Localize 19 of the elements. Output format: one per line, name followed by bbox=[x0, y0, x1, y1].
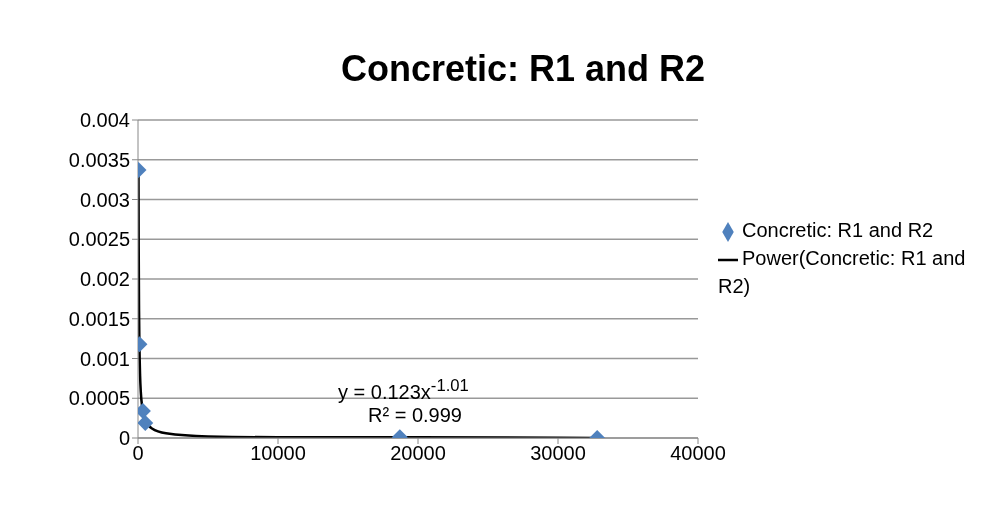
x-tick-label: 0 bbox=[132, 442, 144, 465]
x-tick-label: 40000 bbox=[670, 442, 726, 465]
y-tick-label: 0.0025 bbox=[68, 228, 130, 251]
annotation: R² = 0.999 bbox=[368, 404, 462, 427]
y-tick-label: 0.004 bbox=[79, 109, 130, 132]
x-tick-label: 20000 bbox=[390, 442, 446, 465]
chart-title: Concretic: R1 and R2 bbox=[339, 48, 707, 90]
y-tick-label: 0.003 bbox=[79, 188, 130, 211]
y-tick-label: 0.0035 bbox=[68, 148, 130, 171]
legend-label: Concretic: R1 and R2 bbox=[742, 219, 934, 241]
y-tick-label: 0.002 bbox=[79, 268, 130, 291]
y-tick-label: 0.001 bbox=[79, 347, 130, 370]
x-tick-label: 30000 bbox=[530, 442, 586, 465]
y-tick-label: 0.0015 bbox=[68, 307, 130, 330]
y-tick-label: 0.0005 bbox=[68, 387, 130, 410]
x-tick-label: 10000 bbox=[250, 442, 306, 465]
legend-label: Power(Concretic: R1 and R2) bbox=[718, 247, 966, 297]
annotation: y = 0.123x$^{-1.01}$ bbox=[338, 376, 469, 404]
y-tick-label: 0 bbox=[118, 427, 130, 450]
